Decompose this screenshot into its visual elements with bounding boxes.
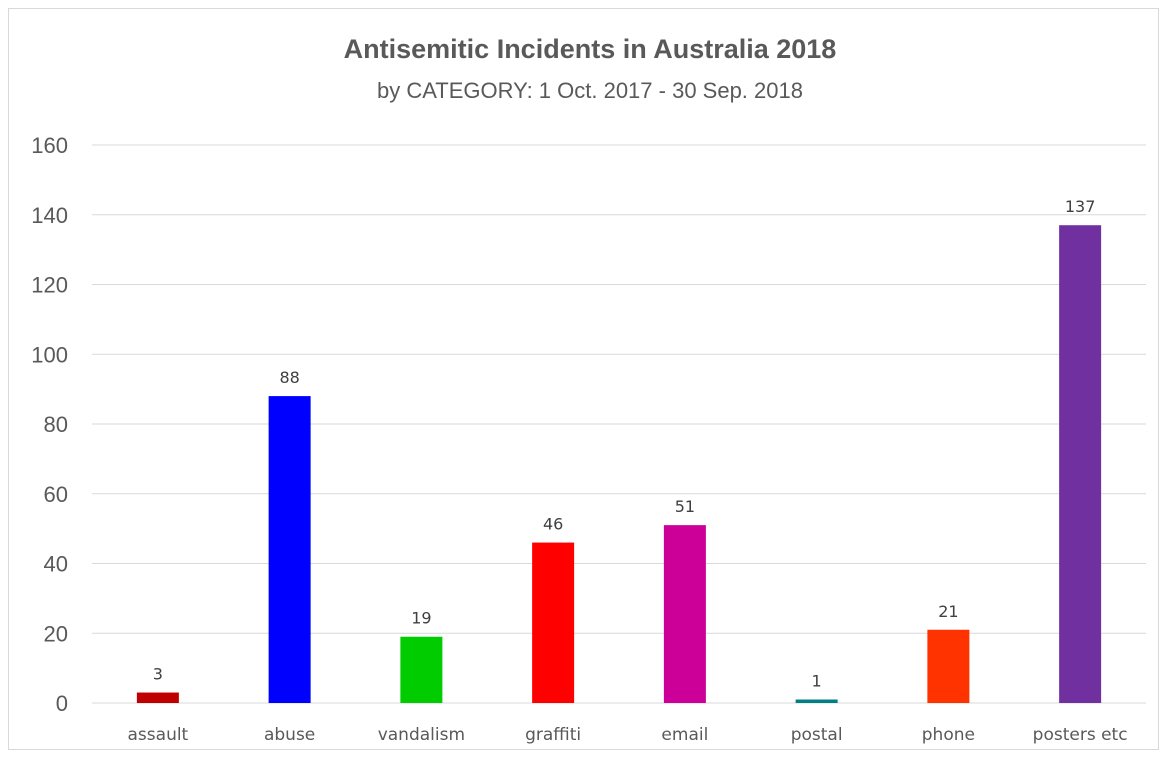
x-tick-label: phone <box>922 725 975 745</box>
data-label: 51 <box>675 497 695 516</box>
y-tick-label: 140 <box>31 203 68 228</box>
x-tick-label: abuse <box>264 725 315 745</box>
bar-postal <box>796 700 838 703</box>
y-axis-ticks: 0 20 40 60 80 100 120 140 160 <box>31 133 68 716</box>
x-tick-label: graffiti <box>525 725 581 745</box>
chart-subtitle: by CATEGORY: 1 Oct. 2017 - 30 Sep. 2018 <box>377 78 803 103</box>
bar-vandalism <box>400 637 442 703</box>
bars <box>137 225 1101 703</box>
gridlines <box>92 145 1146 703</box>
y-tick-label: 0 <box>56 691 68 716</box>
bar-phone <box>927 630 969 703</box>
y-tick-label: 60 <box>44 482 68 507</box>
bar-assault <box>137 693 179 703</box>
y-tick-label: 20 <box>44 621 68 646</box>
data-label: 1 <box>812 672 822 691</box>
bar-email <box>664 525 706 703</box>
x-tick-label: postal <box>791 725 843 745</box>
x-tick-label: vandalism <box>378 725 465 745</box>
data-label: 46 <box>543 515 563 534</box>
y-tick-label: 120 <box>31 273 68 298</box>
bar-abuse <box>269 396 311 703</box>
bar-graffiti <box>532 543 574 703</box>
y-tick-label: 80 <box>44 412 68 437</box>
bar-posters-etc <box>1059 225 1101 703</box>
x-axis-ticks: assault abuse vandalism graffiti email postal… <box>128 725 1128 745</box>
x-tick-label: email <box>661 725 708 745</box>
y-tick-label: 160 <box>31 133 68 158</box>
data-label: 137 <box>1065 197 1096 216</box>
chart-title: Antisemitic Incidents in Australia 2018 <box>344 34 837 64</box>
data-label: 21 <box>938 602 958 621</box>
y-tick-label: 40 <box>44 552 68 577</box>
x-tick-label: posters etc <box>1033 725 1128 745</box>
data-label: 88 <box>279 368 299 387</box>
y-tick-label: 100 <box>31 342 68 367</box>
data-label: 19 <box>411 609 431 628</box>
x-tick-label: assault <box>128 725 189 745</box>
data-label: 3 <box>153 665 163 684</box>
